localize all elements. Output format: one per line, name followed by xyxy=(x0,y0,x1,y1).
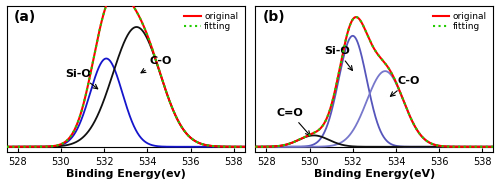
Legend: original, fitting: original, fitting xyxy=(431,10,488,33)
Text: Si-O: Si-O xyxy=(66,69,98,89)
Text: Si-O: Si-O xyxy=(324,46,352,70)
Text: (b): (b) xyxy=(262,10,285,24)
Text: C-O: C-O xyxy=(141,56,172,73)
Text: (a): (a) xyxy=(14,10,36,24)
Text: C=O: C=O xyxy=(276,108,310,136)
X-axis label: Binding Energy(ev): Binding Energy(ev) xyxy=(66,169,186,179)
X-axis label: Binding Energy(eV): Binding Energy(eV) xyxy=(314,169,435,179)
Text: C-O: C-O xyxy=(390,76,420,96)
Legend: original, fitting: original, fitting xyxy=(182,10,240,33)
